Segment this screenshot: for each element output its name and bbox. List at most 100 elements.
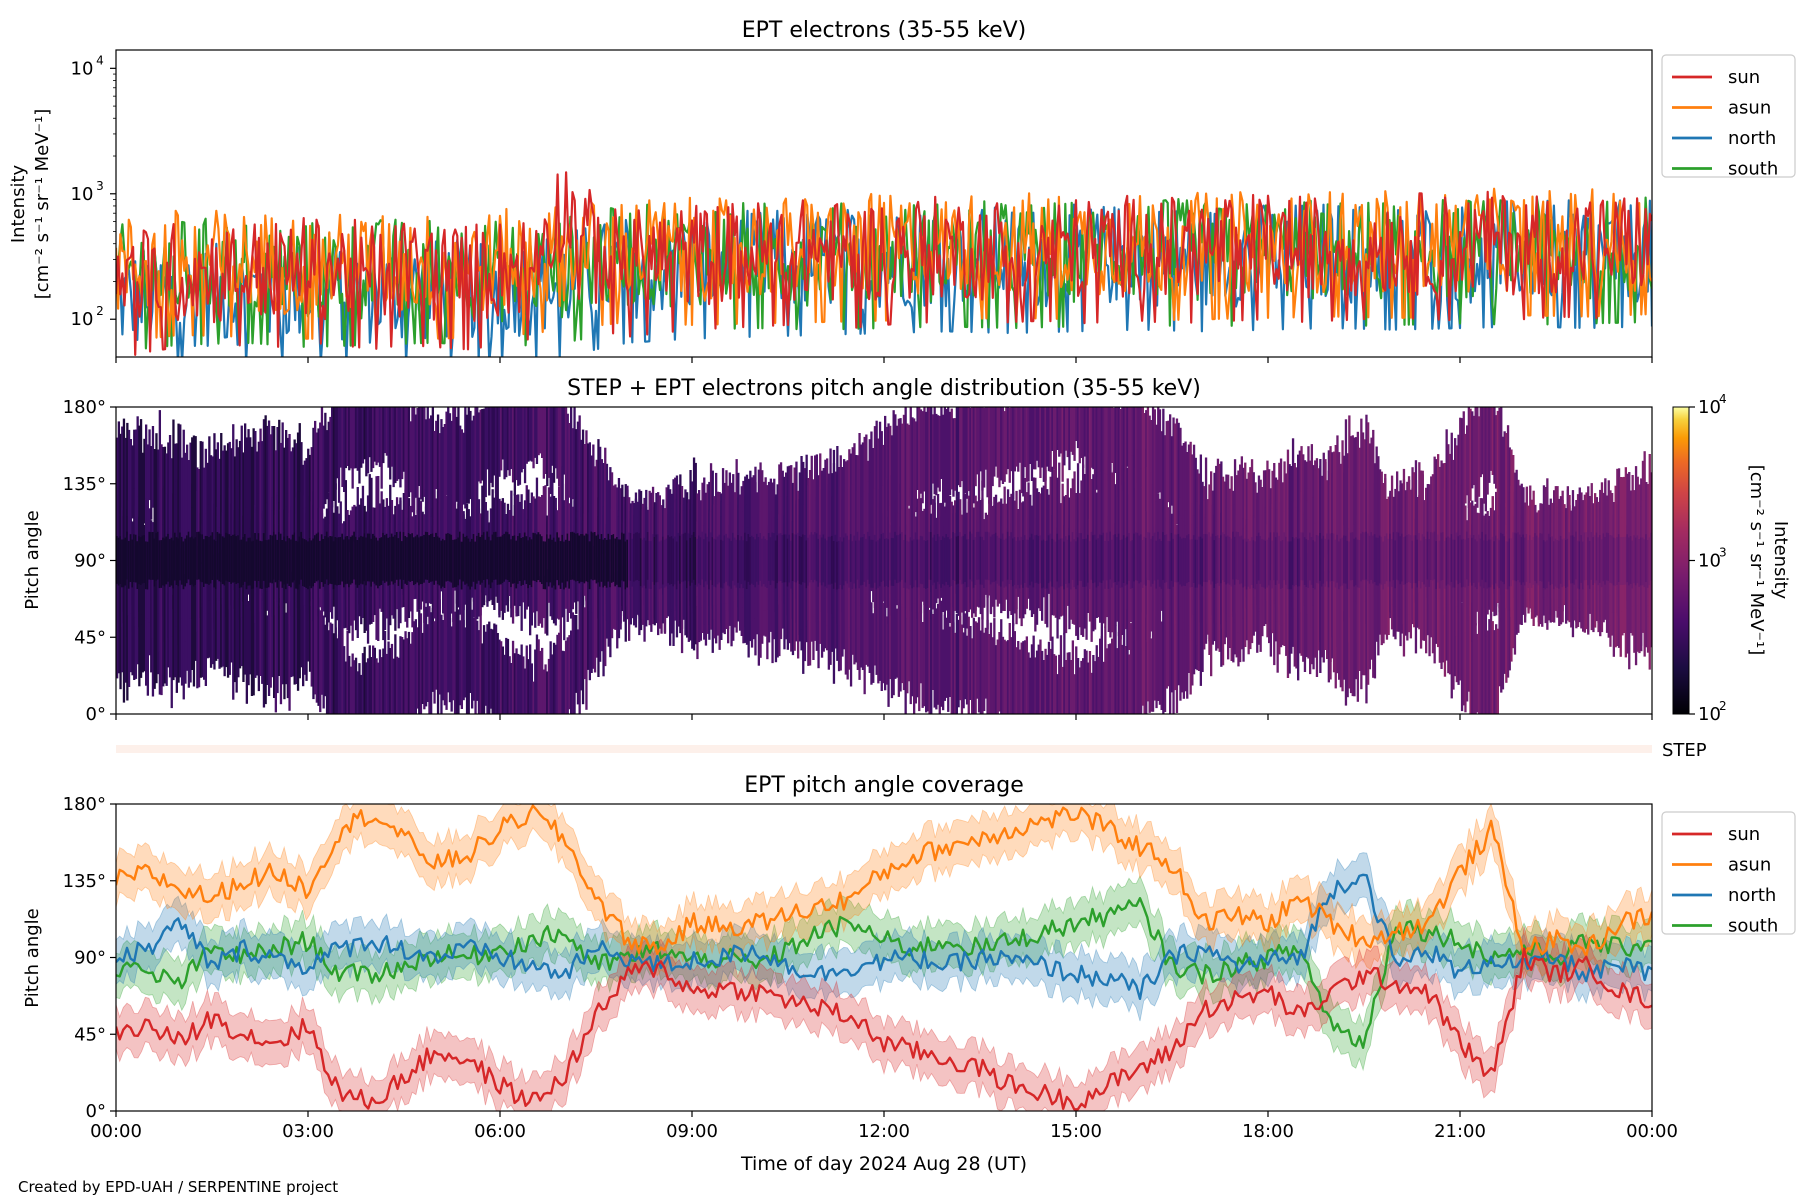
pad-cell: [353, 541, 356, 621]
pad-cell: [559, 541, 563, 589]
pad-cell: [377, 407, 380, 463]
pad-cell: [1341, 537, 1344, 586]
pad-cell: [1377, 537, 1380, 586]
pad-cell: [337, 525, 341, 647]
pad-cell: [1483, 540, 1486, 589]
pad-cell: [486, 624, 489, 714]
pad-cell: [310, 601, 313, 687]
panel3-title: EPT pitch angle coverage: [744, 773, 1024, 798]
pad-cell: [585, 587, 588, 710]
pad-cell: [1058, 539, 1061, 588]
pad-cell: [906, 423, 909, 525]
pad-cell: [1150, 556, 1153, 632]
pad-cell: [1595, 532, 1599, 581]
pad-cell: [1141, 407, 1145, 488]
pad-cell: [885, 426, 889, 517]
pad-cell: [1170, 600, 1174, 693]
pad-cell: [1223, 534, 1226, 582]
pad-cell: [1175, 534, 1179, 583]
pad-cell: [157, 449, 160, 519]
pad-cell: [1017, 641, 1020, 714]
pad-cell: [527, 540, 530, 589]
pad-cell: [296, 593, 300, 691]
pad-cell: [1626, 534, 1629, 583]
pad-cell: [308, 583, 312, 672]
pad-cell: [1614, 538, 1617, 587]
pad-cell: [1008, 623, 1011, 714]
pad-cell: [151, 426, 155, 508]
pad-cell: [1530, 540, 1534, 588]
pad-cell: [366, 658, 370, 714]
pad-cell: [547, 658, 551, 714]
pad-cell: [1104, 541, 1107, 589]
pad-cell: [1291, 537, 1295, 585]
pad-cell: [1071, 532, 1075, 580]
pad-cell: [1082, 407, 1085, 468]
pad-cell: [407, 533, 411, 581]
pad-cell: [433, 431, 436, 520]
pad-cell: [1051, 407, 1054, 451]
pad-cell: [121, 591, 124, 673]
pad-cell: [131, 539, 134, 588]
pad-cell: [1232, 490, 1235, 560]
pad-cell: [1029, 657, 1032, 714]
pad-cell: [307, 541, 310, 590]
pad-cell: [1346, 578, 1349, 698]
pad-cell: [1005, 641, 1008, 714]
pad-cell: [621, 532, 624, 581]
pad-cell: [1104, 473, 1107, 573]
pad-cell: [291, 598, 295, 677]
pad-cell: [895, 425, 899, 528]
pad-cell: [653, 537, 656, 585]
pad-cell: [535, 407, 539, 464]
pad-cell: [622, 533, 626, 582]
pad-cell: [1607, 533, 1610, 581]
pad-cell: [402, 639, 406, 714]
pad-cell: [1471, 411, 1474, 489]
pad-cell: [1148, 415, 1151, 501]
pad-cell: [1349, 588, 1353, 694]
pad-cell: [866, 531, 870, 580]
pad-cell: [1628, 537, 1631, 586]
legend-label-asun: asun: [1728, 855, 1771, 876]
pad-cell: [462, 533, 465, 582]
pad-cell: [841, 499, 844, 578]
pad-cell: [1122, 464, 1126, 553]
pad-cell: [1346, 540, 1349, 589]
pad-cell: [595, 535, 598, 584]
y-tick-label: 0°: [86, 1101, 106, 1122]
panel1-ylabel-line1: Intensity: [8, 164, 29, 243]
pad-cell: [1153, 532, 1157, 581]
pad-cell: [238, 598, 242, 669]
pad-cell: [349, 536, 353, 585]
pad-cell: [1317, 535, 1320, 584]
pad-cell: [351, 535, 354, 584]
pad-cell: [312, 538, 315, 587]
pad-cell: [1143, 536, 1146, 585]
pad-cell: [1163, 535, 1167, 583]
pad-cell: [380, 657, 383, 714]
pad-cell: [998, 537, 1001, 586]
pad-cell: [1218, 538, 1221, 586]
pad-cell: [834, 534, 837, 583]
pad-cell: [1506, 590, 1510, 678]
pad-cell: [308, 454, 312, 536]
pad-cell: [493, 532, 496, 580]
pad-cell: [404, 407, 407, 493]
pad-cell: [126, 422, 129, 533]
pad-cell: [290, 451, 293, 531]
pad-cell: [1547, 533, 1551, 582]
pad-cell: [452, 539, 455, 588]
pad-cell: [223, 537, 226, 586]
pad-cell: [523, 532, 527, 581]
pad-cell: [1151, 536, 1155, 584]
pad-cell: [692, 532, 696, 580]
pad-cell: [484, 539, 487, 588]
pad-cell: [1435, 557, 1438, 644]
pad-cell: [1143, 467, 1146, 555]
pad-cell: [981, 536, 984, 585]
pad-cell: [254, 533, 257, 581]
pad-cell: [1636, 535, 1639, 584]
pad-cell: [244, 423, 247, 528]
pad-cell: [353, 531, 356, 580]
